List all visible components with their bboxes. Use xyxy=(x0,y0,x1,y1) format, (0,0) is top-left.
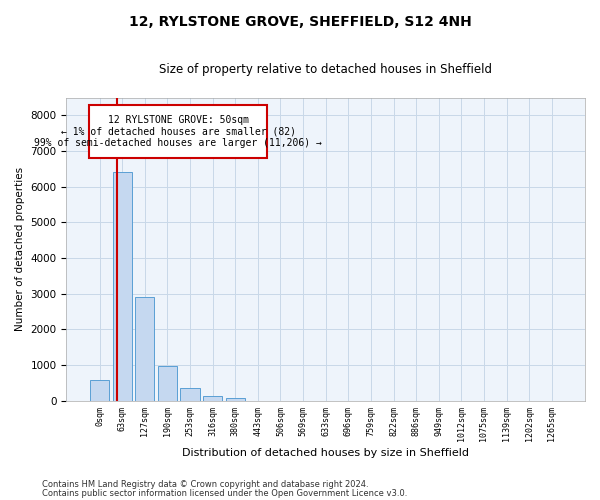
Bar xyxy=(181,388,200,400)
Bar xyxy=(89,104,267,158)
Bar xyxy=(226,398,245,400)
X-axis label: Distribution of detached houses by size in Sheffield: Distribution of detached houses by size … xyxy=(182,448,469,458)
Title: Size of property relative to detached houses in Sheffield: Size of property relative to detached ho… xyxy=(159,62,492,76)
Y-axis label: Number of detached properties: Number of detached properties xyxy=(15,167,25,331)
Bar xyxy=(90,380,109,400)
Text: Contains public sector information licensed under the Open Government Licence v3: Contains public sector information licen… xyxy=(42,490,407,498)
Bar xyxy=(135,296,154,401)
Bar xyxy=(158,366,177,400)
Text: 12 RYLSTONE GROVE: 50sqm
← 1% of detached houses are smaller (82)
99% of semi-de: 12 RYLSTONE GROVE: 50sqm ← 1% of detache… xyxy=(34,115,322,148)
Bar xyxy=(113,172,132,400)
Bar xyxy=(203,396,222,400)
Text: Contains HM Land Registry data © Crown copyright and database right 2024.: Contains HM Land Registry data © Crown c… xyxy=(42,480,368,489)
Text: 12, RYLSTONE GROVE, SHEFFIELD, S12 4NH: 12, RYLSTONE GROVE, SHEFFIELD, S12 4NH xyxy=(128,15,472,29)
